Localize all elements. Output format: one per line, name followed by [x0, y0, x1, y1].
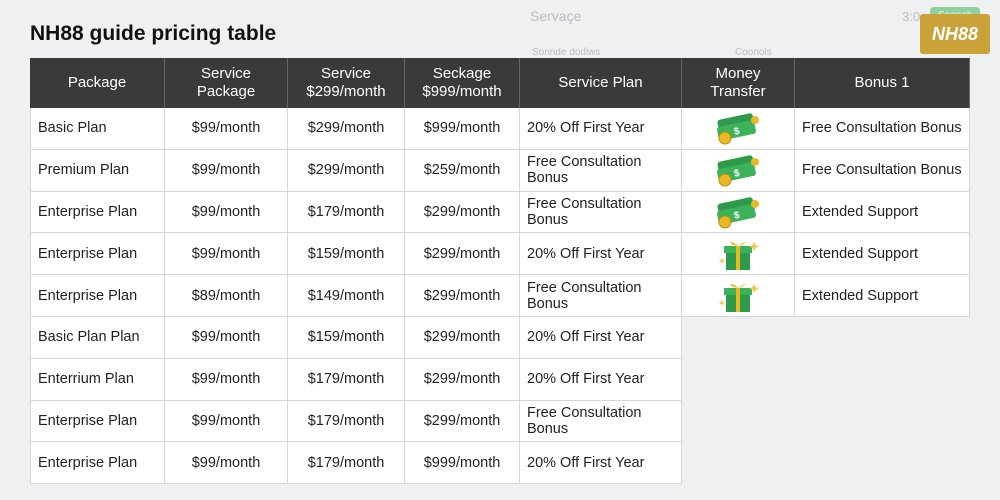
table-cell: $99/month	[165, 149, 288, 192]
table-cell: Extended Support	[795, 233, 970, 276]
table-cell: $299/month	[405, 275, 520, 317]
table-cell: $99/month	[165, 358, 288, 401]
column-header: Money Transfer	[682, 58, 795, 108]
table-cell: Extended Support	[795, 275, 970, 317]
table-cell: $99/month	[165, 442, 288, 485]
column-header: Seckage $999/month	[405, 58, 520, 108]
table-cell: $99/month	[165, 233, 288, 276]
table-cell: $179/month	[288, 400, 405, 443]
table-cell: $179/month	[288, 358, 405, 401]
column-header: Bonus 1	[795, 58, 970, 108]
table-cell: $149/month	[288, 275, 405, 317]
table-cell: Free Consultation Bonus	[520, 149, 682, 192]
table-cell: $99/month	[165, 108, 288, 150]
table-cell: 20% Off First Year	[520, 442, 682, 485]
header-text: Service $299/month	[306, 65, 386, 100]
header-text: Money Transfer	[710, 65, 766, 100]
svg-text:$: $	[733, 210, 741, 222]
table-cell: 20% Off First Year	[520, 108, 682, 150]
icon-cell: $	[682, 108, 795, 150]
table-cell: Free Consultation Bonus	[795, 149, 970, 192]
table-cell: $299/month	[405, 400, 520, 443]
table-cell: $999/month	[405, 442, 520, 485]
header-text: Seckage $999/month	[422, 65, 502, 100]
column-header: Service Package	[165, 58, 288, 108]
table-cell: $299/month	[405, 233, 520, 276]
table-cell: $179/month	[288, 191, 405, 234]
table-cell: $299/month	[288, 108, 405, 150]
column-header: Service Plan	[520, 58, 682, 108]
table-cell: Enterprise Plan	[30, 275, 165, 317]
table-cell: Enterprise Plan	[30, 233, 165, 276]
bg-tab: Coonols	[735, 47, 772, 58]
table-cell: Free Consultation Bonus	[795, 108, 970, 150]
bg-time: 3:0	[902, 9, 921, 24]
table-cell: $299/month	[405, 191, 520, 234]
icon-cell	[682, 275, 795, 317]
svg-text:$: $	[733, 168, 741, 180]
table-cell: Extended Support	[795, 191, 970, 234]
table-cell: $299/month	[405, 317, 520, 359]
bg-header: Servaçe	[530, 8, 582, 24]
table-cell: 20% Off First Year	[520, 358, 682, 401]
table-cell: $99/month	[165, 400, 288, 443]
table-cell: $99/month	[165, 191, 288, 234]
header-text: Service Plan	[558, 74, 643, 91]
column-header: Service $299/month	[288, 58, 405, 108]
table-cell: $159/month	[288, 233, 405, 276]
table-cell: Free Consultation Bonus	[520, 275, 682, 317]
table-cell: $89/month	[165, 275, 288, 317]
table-cell: Enterprise Plan	[30, 442, 165, 485]
table-cell: $299/month	[288, 149, 405, 192]
table-cell: Premium Plan	[30, 149, 165, 192]
table-cell: $179/month	[288, 442, 405, 485]
icon-cell: $	[682, 149, 795, 192]
title: NH88 guide pricing table	[30, 22, 277, 45]
table-cell: $259/month	[405, 149, 520, 192]
table-cell: Enterprise Plan	[30, 191, 165, 234]
header-text: Bonus 1	[854, 74, 910, 91]
table-cell: 20% Off First Year	[520, 233, 682, 276]
icon-cell: $	[682, 191, 795, 234]
table-cell: Enterrium Plan	[30, 358, 165, 401]
column-header: Package	[30, 58, 165, 108]
table-cell: $299/month	[405, 358, 520, 401]
table-cell: Basic Plan	[30, 108, 165, 150]
table-cell: Enterprise Plan	[30, 400, 165, 443]
header-text: Package	[67, 74, 127, 91]
table-cell: Free Consultation Bonus	[520, 400, 682, 443]
table-cell: $159/month	[288, 317, 405, 359]
logo: NH88	[920, 14, 990, 54]
table-cell: Basic Plan Plan	[30, 317, 165, 359]
table-cell: Free Consultation Bonus	[520, 191, 682, 234]
svg-text:$: $	[733, 126, 741, 138]
table-cell: 20% Off First Year	[520, 317, 682, 359]
bg-tab: Sonnde dodiws	[532, 47, 601, 58]
header-text: Service Package	[196, 65, 256, 100]
table-cell: $99/month	[165, 317, 288, 359]
table-cell: $999/month	[405, 108, 520, 150]
icon-cell	[682, 233, 795, 276]
